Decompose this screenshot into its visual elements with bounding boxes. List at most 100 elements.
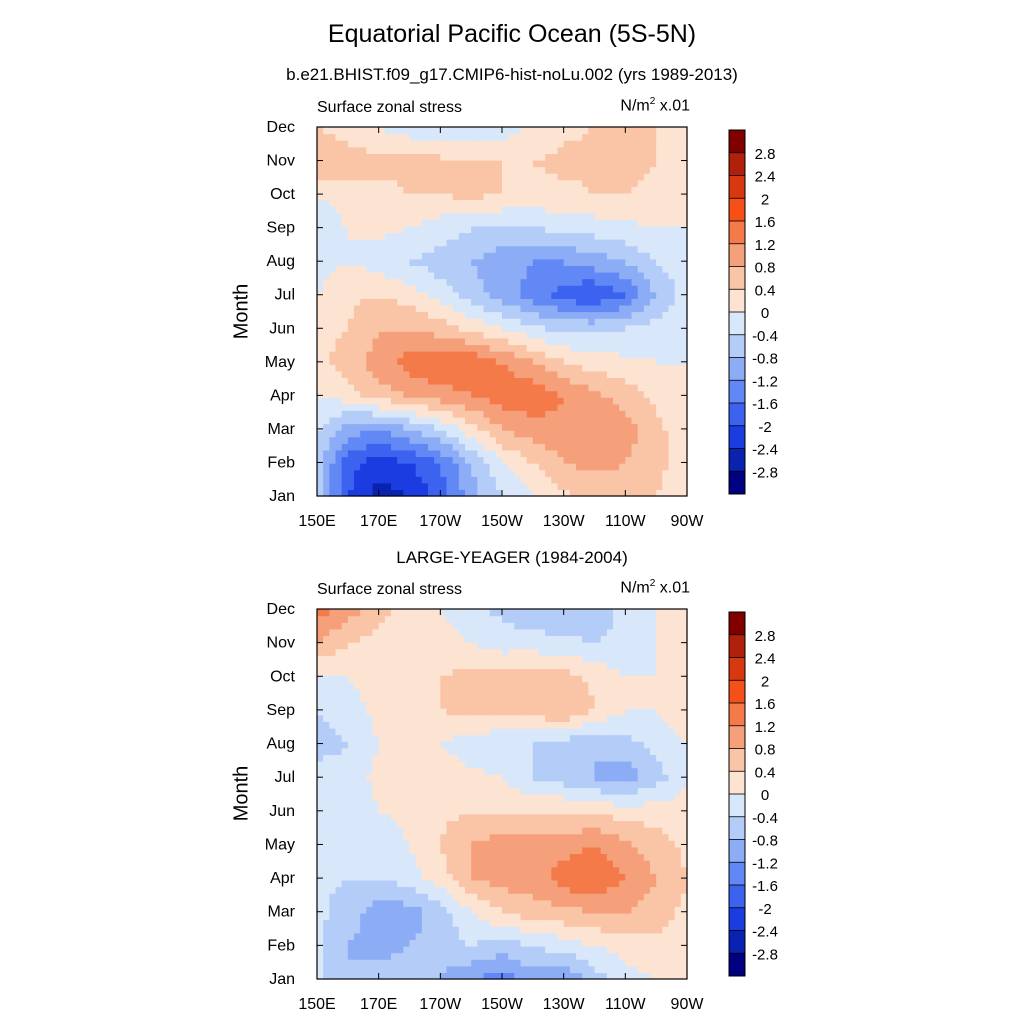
heatmap-cell (360, 173, 367, 181)
heatmap-cell (619, 813, 626, 822)
heatmap-cell (563, 390, 571, 398)
heatmap-cell (576, 879, 583, 888)
heatmap-cell (613, 239, 620, 247)
heatmap-cell (434, 179, 441, 187)
heatmap-cell (409, 291, 417, 299)
heatmap-cell (347, 827, 355, 835)
heatmap-cell (347, 846, 355, 855)
heatmap-cell (650, 383, 657, 392)
heatmap-cell (594, 146, 602, 154)
heatmap-cell (495, 952, 503, 960)
heatmap-cell (643, 489, 651, 497)
heatmap-cell (483, 820, 491, 828)
heatmap-cell (526, 893, 534, 901)
heatmap-cell (489, 833, 497, 841)
heatmap-cell (409, 212, 417, 220)
heatmap-cell (428, 952, 435, 960)
heatmap-cell (446, 206, 454, 214)
heatmap-cell (384, 879, 392, 888)
heatmap-cell (606, 311, 614, 319)
heatmap-cell (662, 311, 670, 319)
heatmap-cell (619, 469, 626, 477)
heatmap-cell (458, 245, 466, 253)
heatmap-cell (366, 252, 374, 260)
heatmap-cell (391, 860, 398, 868)
heatmap-cell (434, 357, 441, 365)
heatmap-cell (526, 886, 534, 894)
heatmap-cell (415, 853, 423, 861)
heatmap-cell (619, 331, 626, 339)
heatmap-cell (594, 397, 602, 405)
heatmap-cell (551, 456, 559, 464)
heatmap-cell (502, 482, 509, 491)
heatmap-cell (360, 893, 367, 901)
heatmap-cell (650, 192, 657, 201)
heatmap-cell (613, 860, 620, 868)
heatmap-cell (594, 416, 602, 425)
heatmap-cell (391, 271, 398, 280)
heatmap-cell (471, 906, 478, 914)
heatmap-cell (341, 331, 349, 339)
heatmap-cell (409, 285, 417, 293)
heatmap-cell (557, 337, 565, 346)
heatmap-cell (539, 225, 546, 234)
heatmap-cell (421, 489, 429, 497)
heatmap-cell (354, 813, 361, 822)
heatmap-cell (421, 186, 429, 194)
heatmap-cell (631, 443, 639, 451)
heatmap-cell (434, 337, 441, 346)
heatmap-cell (434, 807, 441, 815)
heatmap-cell (526, 258, 534, 266)
heatmap-cell (329, 449, 337, 458)
heatmap-cell (354, 278, 361, 286)
heatmap-cell (421, 206, 429, 214)
heatmap-cell (576, 166, 583, 174)
heatmap-cell (446, 278, 454, 286)
heatmap-cell (440, 232, 448, 240)
heatmap-cell (335, 456, 343, 464)
heatmap-cell (446, 127, 454, 135)
heatmap-cell (520, 337, 528, 346)
heatmap-cell (674, 212, 682, 220)
heatmap-cell (471, 186, 478, 194)
heatmap-cell (397, 926, 404, 934)
heatmap-cell (341, 866, 349, 874)
heatmap-cell (440, 853, 448, 861)
x-tick-label: 150E (298, 513, 335, 530)
heatmap-cell (594, 318, 602, 326)
heatmap-cell (563, 127, 571, 135)
heatmap-cell (680, 186, 688, 194)
heatmap-cell (662, 225, 670, 234)
heatmap-cell (477, 245, 485, 253)
heatmap-cell (347, 423, 355, 431)
heatmap-cell (452, 219, 460, 227)
heatmap-cell (384, 430, 392, 438)
heatmap-cell (662, 423, 670, 431)
heatmap-cell (551, 298, 559, 306)
heatmap-cell (545, 291, 552, 299)
heatmap-cell (600, 952, 608, 960)
heatmap-cell (563, 833, 571, 841)
heatmap-cell (397, 423, 404, 431)
heatmap-cell (668, 245, 676, 253)
heatmap-cell (569, 318, 577, 326)
heatmap-cell (421, 482, 429, 491)
heatmap-cell (631, 403, 639, 411)
heatmap-cell (354, 153, 361, 161)
heatmap-cell (631, 873, 639, 881)
heatmap-cell (594, 331, 602, 339)
heatmap-cell (428, 298, 435, 306)
heatmap-cell (588, 853, 596, 861)
heatmap-cell (471, 370, 478, 378)
heatmap-cell (384, 127, 392, 135)
heatmap-cell (582, 173, 589, 181)
heatmap-cell (452, 370, 460, 378)
heatmap-cell (347, 403, 355, 411)
heatmap-cell (378, 239, 386, 247)
heatmap-cell (495, 206, 503, 214)
heatmap-cell (495, 383, 503, 392)
heatmap-cell (600, 456, 608, 464)
heatmap-cell (600, 886, 608, 894)
heatmap-cell (360, 813, 367, 822)
heatmap-cell (600, 179, 608, 187)
